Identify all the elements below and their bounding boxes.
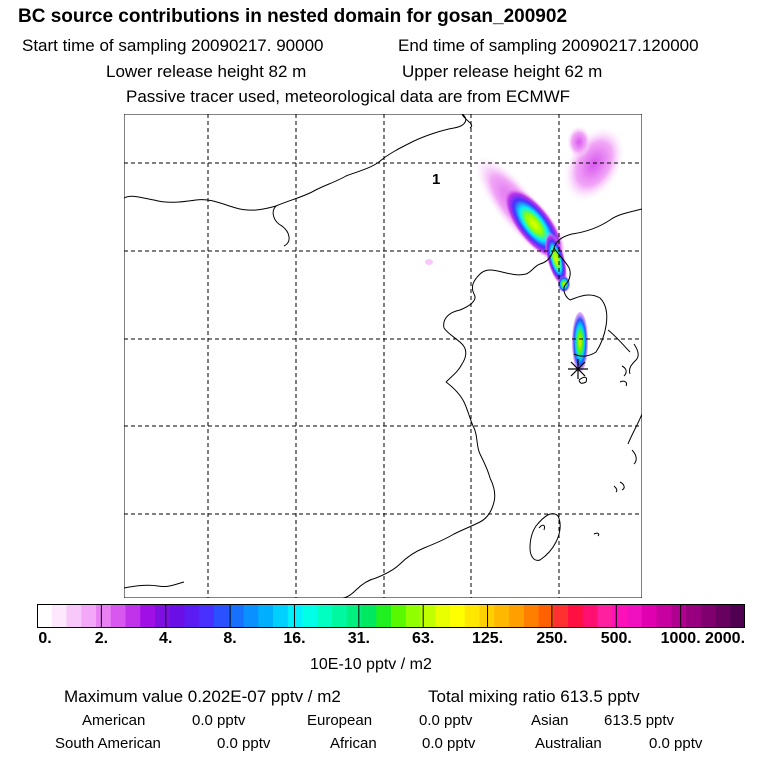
colorbar-cell: [332, 604, 348, 628]
receptor-marker: [568, 359, 588, 379]
colorbar-cell: [450, 604, 466, 628]
plume-main: [474, 155, 570, 292]
region-value: 0.0 pptv: [419, 712, 473, 729]
map-frame: [124, 114, 642, 598]
colorbar-cell: [155, 604, 171, 628]
colorbar-tick-label: 8.: [223, 630, 237, 647]
colorbar-cell: [346, 604, 362, 628]
colorbar-tick-label: 16.: [283, 630, 306, 647]
colorbar-cell: [258, 604, 274, 628]
colorbar-cell: [464, 604, 480, 628]
region-value: 0.0 pptv: [217, 735, 271, 752]
colorbar-cell: [66, 604, 82, 628]
colorbar-cell: [582, 604, 598, 628]
colorbar-tick-label: 63.: [412, 630, 435, 647]
colorbar-cell: [51, 604, 67, 628]
region-value: 0.0 pptv: [422, 735, 476, 752]
colorbar-cell: [538, 604, 554, 628]
colorbar-cell: [169, 604, 185, 628]
colorbar-cell: [568, 604, 584, 628]
tracer-note: Passive tracer used, meteorological data…: [126, 87, 571, 106]
colorbar-cell: [184, 604, 200, 628]
colorbar-cell: [730, 604, 745, 628]
colorbar-cell: [420, 604, 436, 628]
region-label: Asian: [531, 712, 569, 729]
colorbar-cell: [509, 604, 525, 628]
region-label: Australian: [535, 735, 602, 752]
region-label: American: [82, 712, 146, 729]
colorbar-cell: [96, 604, 112, 628]
colorbar-cell: [273, 604, 289, 628]
region-value: 0.0 pptv: [192, 712, 246, 729]
colorbar-cell: [435, 604, 451, 628]
colorbar-cell: [494, 604, 510, 628]
colorbar-cell: [125, 604, 141, 628]
region-label: South American: [55, 735, 161, 752]
region-value: 613.5 pptv: [604, 712, 675, 729]
plume-speck: [425, 259, 433, 265]
maximum-value: Maximum value 0.202E-07 pptv / m2: [64, 687, 341, 706]
map-panel: 1: [124, 114, 642, 598]
colorbar-tick-label: 31.: [347, 630, 370, 647]
colorbar-cell: [361, 604, 377, 628]
colorbar: [37, 604, 745, 628]
colorbar-tick-label: 4.: [159, 630, 173, 647]
coastlines: [124, 114, 642, 598]
colorbar-cell: [302, 604, 318, 628]
colorbar-tick-label: 250.: [536, 630, 568, 647]
colorbar-cell: [671, 604, 687, 628]
colorbar-tick-label: 1000.: [660, 630, 701, 647]
graticule: [124, 114, 642, 598]
colorbar-cell: [228, 604, 244, 628]
colorbar-tick-label: 0.: [38, 630, 52, 647]
colorbar-cell: [317, 604, 333, 628]
colorbar-cell: [243, 604, 259, 628]
sampling-start: Start time of sampling 20090217. 90000: [22, 36, 324, 55]
region-label: European: [307, 712, 373, 729]
colorbar-units: 10E-10 pptv / m2: [310, 656, 432, 673]
colorbar-cell: [376, 604, 392, 628]
colorbar-cell: [656, 604, 672, 628]
colorbar-cell: [199, 604, 215, 628]
plume-northeast: [563, 126, 625, 201]
colorbar-cell: [37, 604, 53, 628]
colorbar-cell: [553, 604, 569, 628]
colorbar-cell: [597, 604, 613, 628]
colorbar-tick-label: 2000.: [704, 630, 746, 647]
colorbar-tick-label: 125.: [471, 630, 504, 647]
lower-release-height: Lower release height 82 m: [106, 62, 307, 81]
colorbar-cell: [715, 604, 731, 628]
colorbar-cell: [405, 604, 421, 628]
total-mixing-ratio: Total mixing ratio 613.5 pptv: [428, 687, 640, 706]
colorbar-cell: [686, 604, 702, 628]
colorbar-cell: [627, 604, 643, 628]
region-label: African: [330, 735, 377, 752]
colorbar-tick-label: 500.: [600, 630, 632, 647]
region-value: 0.0 pptv: [649, 735, 703, 752]
colorbar-cell: [641, 604, 657, 628]
colorbar-cell: [140, 604, 156, 628]
upper-release-height: Upper release height 62 m: [402, 62, 603, 81]
colorbar-cell: [287, 604, 303, 628]
colorbar-cell: [81, 604, 97, 628]
sampling-end: End time of sampling 20090217.120000: [398, 36, 699, 55]
colorbar-cell: [391, 604, 407, 628]
colorbar-cell: [700, 604, 716, 628]
colorbar-cell: [523, 604, 539, 628]
release-label: 1: [432, 171, 440, 188]
plot-title: BC source contributions in nested domain…: [18, 6, 568, 27]
colorbar-cell: [110, 604, 126, 628]
plume-receptor: [572, 312, 588, 372]
colorbar-cell: [214, 604, 230, 628]
colorbar-cell: [612, 604, 628, 628]
colorbar-tick-label: 2.: [94, 630, 109, 647]
